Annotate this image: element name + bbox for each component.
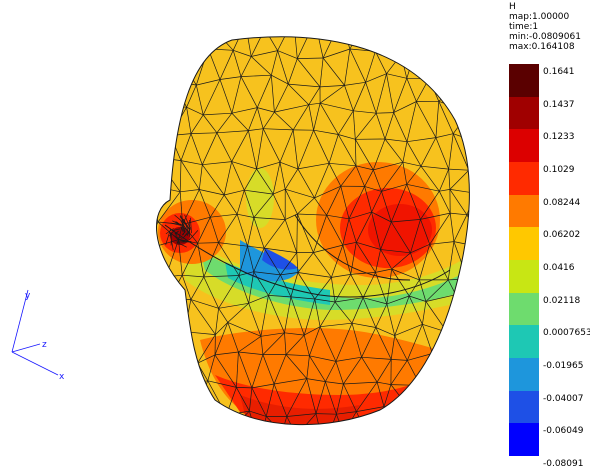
legend-map: map:1.00000 bbox=[509, 12, 581, 22]
legend-header: H map:1.00000 time:1 min:-0.0809061 max:… bbox=[509, 2, 581, 52]
legend-min: min:-0.0809061 bbox=[509, 32, 581, 42]
z-axis-line bbox=[12, 344, 40, 352]
legend-tick-label: -0.01965 bbox=[543, 361, 583, 371]
legend-variable: H bbox=[509, 2, 581, 12]
legend-swatch bbox=[509, 129, 539, 162]
legend-swatch bbox=[509, 162, 539, 195]
legend-swatch bbox=[509, 423, 539, 456]
legend-tick-label: 0.08244 bbox=[543, 198, 580, 208]
legend-swatch bbox=[509, 97, 539, 130]
legend-swatch bbox=[509, 325, 539, 358]
legend-swatch bbox=[509, 227, 539, 260]
orientation-axes: y z x bbox=[0, 280, 80, 390]
z-axis-label: z bbox=[42, 340, 47, 350]
legend-swatch bbox=[509, 195, 539, 228]
legend-max: max:0.164108 bbox=[509, 42, 581, 52]
legend-swatch bbox=[509, 64, 539, 97]
legend-tick-label: 0.0007653 bbox=[543, 328, 590, 338]
legend-tick-label: 0.1641 bbox=[543, 67, 575, 77]
legend-color-bar bbox=[509, 64, 539, 456]
legend-tick-label: 0.0416 bbox=[543, 263, 575, 273]
legend-tick-label: 0.02118 bbox=[543, 296, 580, 306]
color-legend: H map:1.00000 time:1 min:-0.0809061 max:… bbox=[509, 2, 590, 458]
legend-swatch bbox=[509, 391, 539, 424]
legend-tick-label: 0.1029 bbox=[543, 165, 575, 175]
legend-swatch bbox=[509, 260, 539, 293]
y-axis-label: y bbox=[25, 291, 31, 301]
x-axis-line bbox=[12, 352, 58, 375]
legend-tick-label: 0.1233 bbox=[543, 132, 575, 142]
legend-tick-label: 0.1437 bbox=[543, 100, 575, 110]
legend-tick-label: -0.06049 bbox=[543, 426, 583, 436]
legend-swatch bbox=[509, 358, 539, 391]
x-axis-label: x bbox=[59, 372, 65, 382]
legend-swatch bbox=[509, 293, 539, 326]
legend-tick-label: -0.08091 bbox=[543, 459, 583, 469]
legend-tick-label: 0.06202 bbox=[543, 230, 580, 240]
legend-tick-label: -0.04007 bbox=[543, 394, 583, 404]
legend-time: time:1 bbox=[509, 22, 581, 32]
